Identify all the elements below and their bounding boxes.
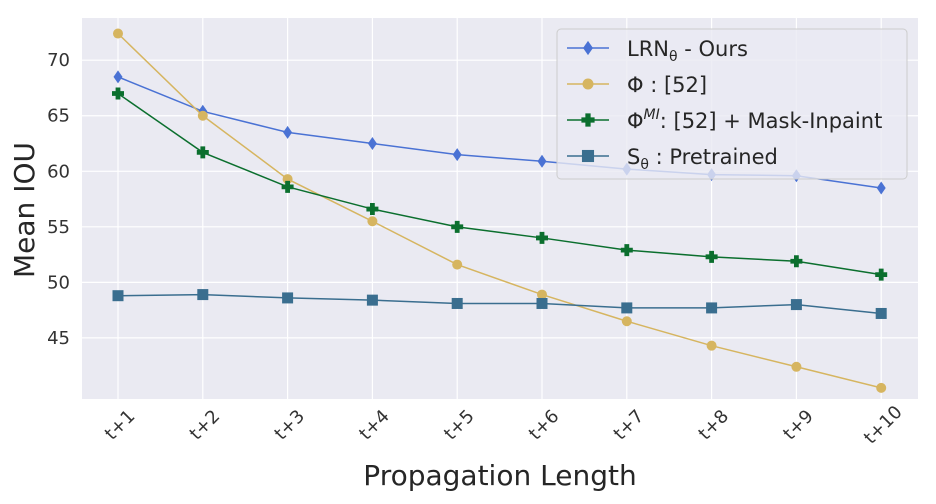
x-tick-label: t+7 xyxy=(610,406,649,445)
legend-marker xyxy=(581,113,595,127)
data-point xyxy=(621,302,633,314)
data-point xyxy=(537,289,547,300)
y-tick-label: 65 xyxy=(47,106,70,127)
series-group xyxy=(112,28,888,393)
x-tick-label: t+3 xyxy=(270,406,309,445)
x-tick-label: t+6 xyxy=(525,406,564,445)
data-point xyxy=(112,87,124,100)
data-point xyxy=(452,148,462,162)
data-point xyxy=(112,290,124,302)
data-point xyxy=(536,297,548,309)
y-axis-label: Mean IOU xyxy=(8,142,41,278)
series-line xyxy=(117,293,882,315)
legend-item: Sθ : Pretrained xyxy=(567,145,778,173)
x-tick-label: t+10 xyxy=(860,402,907,449)
data-point xyxy=(705,250,718,263)
y-tick-label: 45 xyxy=(47,328,70,349)
data-point xyxy=(197,110,208,121)
data-point xyxy=(452,259,463,270)
data-point xyxy=(451,297,463,309)
series-line xyxy=(117,92,882,276)
series-4 xyxy=(112,289,887,319)
legend-marker xyxy=(583,40,593,56)
x-tick-label: t+5 xyxy=(440,406,479,445)
data-point xyxy=(537,154,547,168)
y-tick-label: 60 xyxy=(47,161,70,182)
x-tick-label: t+9 xyxy=(779,406,818,445)
x-tick-label: t+8 xyxy=(694,406,733,445)
data-point xyxy=(367,137,377,151)
x-axis-label: Propagation Length xyxy=(363,459,636,492)
y-tick-labels: 45 50 55 60 65 70 xyxy=(47,50,70,349)
data-point xyxy=(282,174,293,185)
data-point xyxy=(536,231,548,244)
data-point xyxy=(621,316,632,327)
data-point xyxy=(620,244,633,257)
legend-label: Sθ : Pretrained xyxy=(627,145,778,173)
data-point xyxy=(282,292,294,304)
y-tick-label: 70 xyxy=(47,50,70,71)
y-tick-label: 50 xyxy=(47,272,70,293)
data-point xyxy=(706,302,718,314)
data-point xyxy=(366,294,378,306)
legend: LRNθ - Ours Φ : [52] ΦMI: [52] + Mask-Inpa… xyxy=(556,28,908,180)
data-point xyxy=(113,28,123,39)
series-line xyxy=(117,33,882,389)
data-point xyxy=(790,255,803,268)
data-point xyxy=(366,203,379,216)
data-point xyxy=(791,361,802,372)
data-point xyxy=(706,340,717,351)
series-3 xyxy=(112,87,888,281)
x-tick-label: t+1 xyxy=(101,406,140,445)
data-point xyxy=(283,125,293,139)
data-point xyxy=(876,181,886,195)
data-point xyxy=(281,180,294,193)
data-point xyxy=(875,307,887,319)
x-tick-label: t+4 xyxy=(355,406,394,445)
legend-item: ΦMI: [52] + Mask-Inpaint xyxy=(567,107,882,133)
data-point xyxy=(790,299,802,311)
y-tick-label: 55 xyxy=(47,217,70,238)
data-point xyxy=(367,216,378,227)
legend-item: Φ : [52] xyxy=(567,73,707,97)
data-point xyxy=(197,289,209,301)
legend-box xyxy=(556,28,908,180)
data-point xyxy=(196,146,209,159)
x-tick-label: t+2 xyxy=(186,406,225,445)
data-point xyxy=(875,268,888,281)
legend-label: ΦMI: [52] + Mask-Inpaint xyxy=(627,107,882,133)
legend-label: LRNθ - Ours xyxy=(627,37,748,65)
legend-item: LRNθ - Ours xyxy=(567,37,748,65)
series-2 xyxy=(113,28,887,393)
data-point xyxy=(876,382,887,393)
data-point xyxy=(113,70,123,84)
x-tick-labels: t+1 t+2 t+3 t+4 t+5 t+6 t+7 t+8 t+9 t+10 xyxy=(101,402,907,449)
legend-label: Φ : [52] xyxy=(627,73,707,97)
data-point xyxy=(451,220,464,233)
legend-marker xyxy=(581,149,595,163)
legend-marker xyxy=(582,78,594,90)
